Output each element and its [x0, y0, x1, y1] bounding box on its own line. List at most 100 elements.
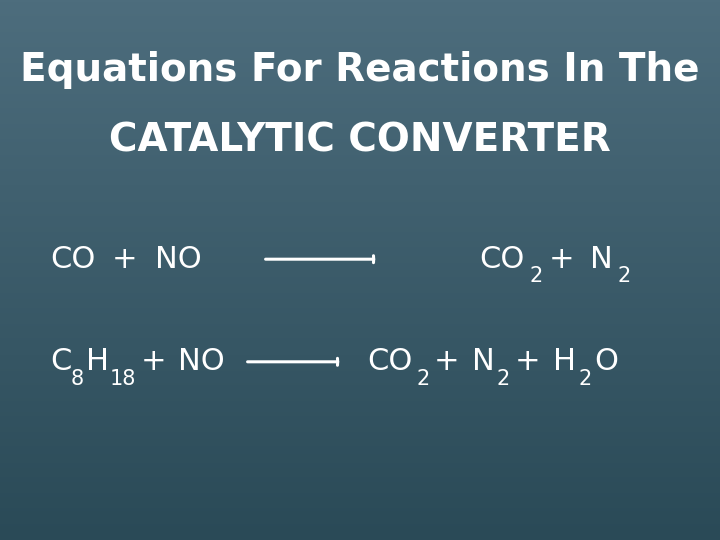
- Bar: [0, 501, 720, 502]
- Bar: [0, 69, 720, 70]
- Bar: [0, 299, 720, 301]
- Text: Equations For Reactions In The: Equations For Reactions In The: [20, 51, 700, 89]
- Bar: [0, 295, 720, 297]
- Bar: [0, 243, 720, 245]
- Bar: [0, 423, 720, 425]
- Bar: [0, 410, 720, 412]
- Bar: [0, 124, 720, 126]
- Bar: [0, 390, 720, 393]
- Bar: [0, 189, 720, 191]
- Text: +: +: [549, 245, 575, 274]
- Bar: [0, 380, 720, 382]
- Text: H: H: [553, 347, 576, 376]
- Bar: [0, 218, 720, 220]
- Bar: [0, 54, 720, 56]
- Bar: [0, 86, 720, 88]
- Bar: [0, 535, 720, 536]
- Bar: [0, 252, 720, 254]
- Bar: [0, 259, 720, 261]
- Bar: [0, 29, 720, 31]
- Bar: [0, 72, 720, 74]
- Bar: [0, 135, 720, 137]
- Bar: [0, 414, 720, 416]
- Bar: [0, 16, 720, 18]
- Text: +: +: [515, 347, 541, 376]
- Bar: [0, 293, 720, 295]
- Text: +: +: [140, 347, 166, 376]
- Bar: [0, 479, 720, 481]
- Bar: [0, 524, 720, 525]
- Bar: [0, 452, 720, 454]
- Bar: [0, 497, 720, 498]
- Bar: [0, 9, 720, 11]
- Bar: [0, 529, 720, 531]
- Text: N: N: [472, 347, 495, 376]
- Bar: [0, 131, 720, 133]
- Bar: [0, 356, 720, 358]
- Bar: [0, 108, 720, 110]
- Bar: [0, 409, 720, 410]
- Bar: [0, 65, 720, 66]
- Bar: [0, 142, 720, 144]
- Bar: [0, 277, 720, 279]
- Bar: [0, 326, 720, 328]
- Bar: [0, 139, 720, 140]
- Bar: [0, 297, 720, 299]
- Bar: [0, 231, 720, 232]
- Bar: [0, 120, 720, 123]
- Text: O: O: [594, 347, 618, 376]
- Bar: [0, 5, 720, 7]
- Bar: [0, 403, 720, 405]
- Bar: [0, 378, 720, 380]
- Text: 2: 2: [416, 369, 429, 389]
- Bar: [0, 185, 720, 187]
- Bar: [0, 93, 720, 96]
- Bar: [0, 263, 720, 265]
- Bar: [0, 22, 720, 23]
- Bar: [0, 34, 720, 36]
- Bar: [0, 191, 720, 193]
- Bar: [0, 363, 720, 366]
- Bar: [0, 167, 720, 169]
- Bar: [0, 382, 720, 383]
- Bar: [0, 77, 720, 79]
- Bar: [0, 322, 720, 324]
- Bar: [0, 42, 720, 43]
- Text: H: H: [86, 347, 109, 376]
- Bar: [0, 366, 720, 367]
- Bar: [0, 157, 720, 158]
- Bar: [0, 367, 720, 369]
- Bar: [0, 187, 720, 189]
- Bar: [0, 369, 720, 371]
- Bar: [0, 196, 720, 198]
- Bar: [0, 470, 720, 471]
- Text: 2: 2: [618, 266, 631, 287]
- Bar: [0, 31, 720, 32]
- Bar: [0, 425, 720, 427]
- Bar: [0, 457, 720, 459]
- Bar: [0, 285, 720, 286]
- Bar: [0, 123, 720, 124]
- Bar: [0, 126, 720, 128]
- Bar: [0, 96, 720, 97]
- Bar: [0, 164, 720, 166]
- Bar: [0, 258, 720, 259]
- Bar: [0, 432, 720, 434]
- Bar: [0, 18, 720, 20]
- Bar: [0, 444, 720, 447]
- Bar: [0, 59, 720, 61]
- Bar: [0, 324, 720, 326]
- Bar: [0, 515, 720, 517]
- Bar: [0, 374, 720, 376]
- Bar: [0, 461, 720, 463]
- Bar: [0, 430, 720, 432]
- Bar: [0, 221, 720, 223]
- Bar: [0, 38, 720, 39]
- Bar: [0, 536, 720, 538]
- Bar: [0, 282, 720, 285]
- Bar: [0, 466, 720, 468]
- Bar: [0, 417, 720, 420]
- Bar: [0, 339, 720, 340]
- Bar: [0, 355, 720, 356]
- Text: CO: CO: [50, 245, 96, 274]
